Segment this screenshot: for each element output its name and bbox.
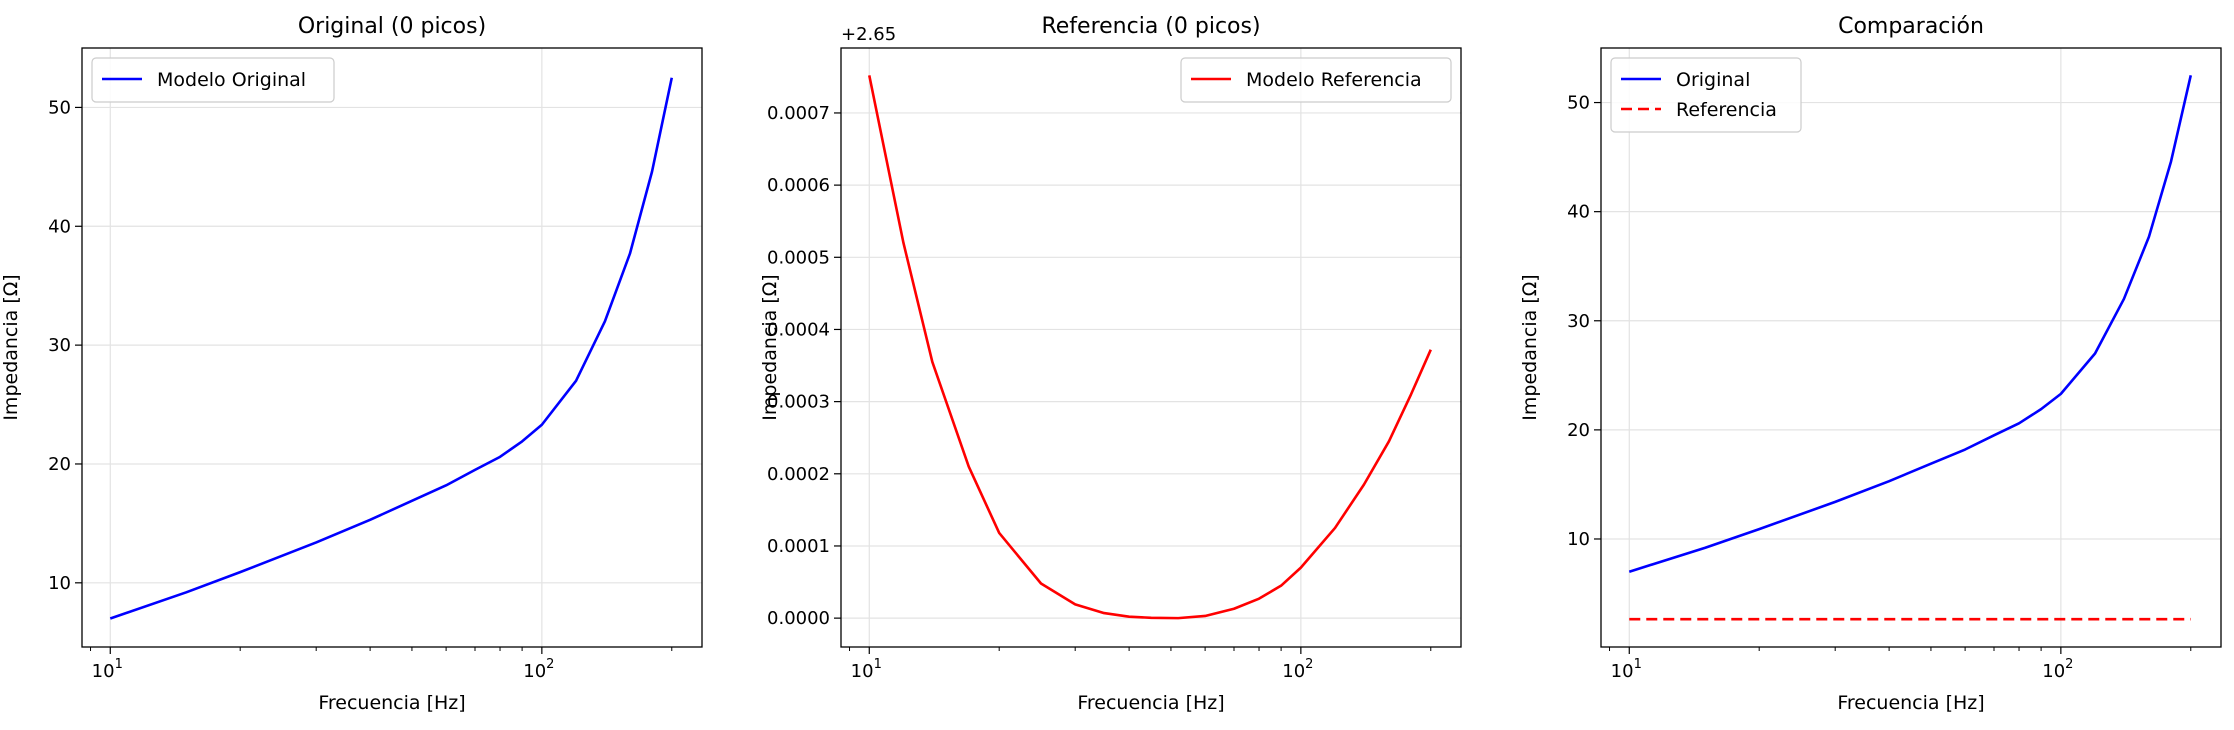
chart-title: Comparación — [1838, 14, 1984, 39]
x-axis-label: Frecuencia [Hz] — [1077, 692, 1224, 714]
legend-label: Modelo Referencia — [1246, 69, 1422, 91]
legend: Modelo Referencia — [1180, 57, 1452, 103]
axes-frame — [840, 47, 1462, 648]
x-tick-label: 102 — [2042, 657, 2073, 682]
legend-box — [1610, 57, 1802, 133]
x-tick-label: 102 — [523, 657, 554, 682]
y-tick-label: 40 — [1567, 202, 1590, 223]
legend-label: Modelo Original — [157, 69, 306, 91]
y-tick-label: 20 — [1567, 420, 1590, 441]
chart-title: Original (0 picos) — [298, 14, 486, 39]
x-tick-label: 101 — [1611, 657, 1642, 682]
y-tick-label: 50 — [48, 97, 71, 118]
chart-panel-1: 101 102 10 20 30 40 50 Original (0 picos) Frecue… — [0, 14, 703, 714]
chart-panel-2: 101 102 0.0000 0.0001 0.0002 0.0003 0.0004 0.00… — [759, 14, 1462, 714]
y-tick-label: 0.0002 — [767, 464, 830, 485]
legend-label: Referencia — [1676, 99, 1777, 121]
y-tick-label: 30 — [1567, 311, 1590, 332]
legend: Modelo Original — [91, 57, 335, 103]
legend-box — [91, 57, 335, 103]
y-tick-label: 0.0007 — [767, 103, 830, 124]
y-tick-label: 0.0005 — [767, 247, 830, 268]
axes-frame — [1600, 47, 2222, 648]
y-tick-label: 10 — [1567, 529, 1590, 550]
y-axis-label: Impedancia [Ω] — [1519, 274, 1541, 420]
chart-panel-3: 101 102 10 20 30 40 50 Comparación Frecuencia [H… — [1519, 14, 2222, 714]
y-axis-label: Impedancia [Ω] — [0, 274, 22, 420]
y-offset-label: +2.65 — [841, 24, 896, 45]
y-tick-label: 0.0006 — [767, 175, 830, 196]
series-line-1 — [1628, 74, 2193, 573]
legend: Original Referencia — [1610, 57, 1802, 133]
series-line-1 — [109, 77, 674, 620]
x-tick-label: 101 — [92, 657, 123, 682]
y-tick-label: 10 — [48, 573, 71, 594]
y-tick-label: 30 — [48, 335, 71, 356]
y-tick-label: 0.0000 — [767, 608, 830, 629]
legend-label: Original — [1676, 69, 1750, 91]
y-axis-label: Impedancia [Ω] — [759, 274, 781, 420]
chart-title: Referencia (0 picos) — [1041, 14, 1260, 39]
y-tick-label: 0.0001 — [767, 536, 830, 557]
y-tick-label: 0.0004 — [767, 319, 830, 340]
y-tick-label: 20 — [48, 454, 71, 475]
x-axis-label: Frecuencia [Hz] — [318, 692, 465, 714]
legend-box — [1180, 57, 1452, 103]
y-tick-label: 0.0003 — [767, 392, 830, 413]
axes-frame — [81, 47, 703, 648]
x-tick-label: 101 — [851, 657, 882, 682]
series-line-1 — [867, 75, 1432, 620]
y-tick-label: 40 — [48, 216, 71, 237]
y-tick-label: 50 — [1567, 93, 1590, 114]
x-tick-label: 102 — [1282, 657, 1313, 682]
x-axis-label: Frecuencia [Hz] — [1837, 692, 1984, 714]
